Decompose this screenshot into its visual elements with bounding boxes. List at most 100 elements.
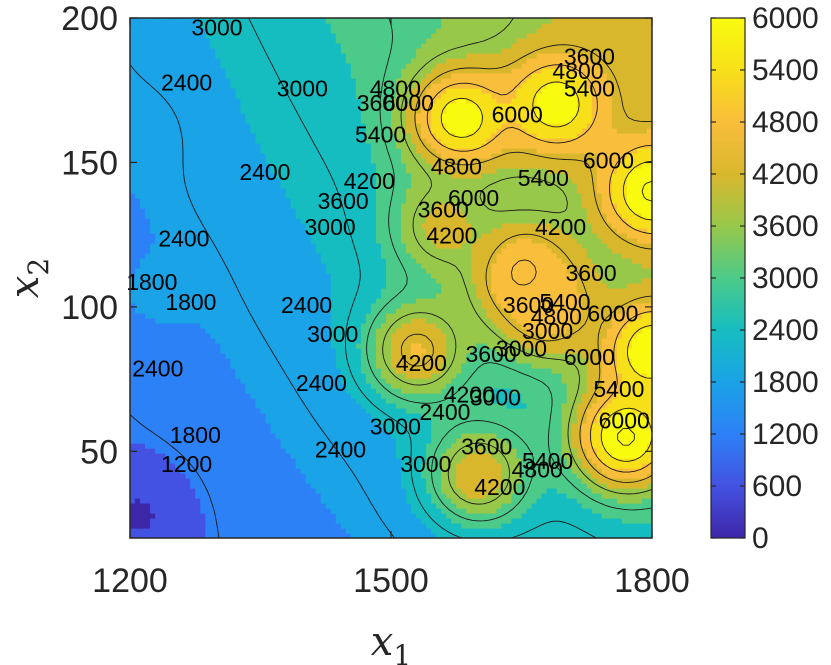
- contour-fill-cell: [365, 453, 372, 459]
- contour-fill-cell: [240, 113, 247, 119]
- contour-fill-cell: [215, 58, 221, 64]
- contour-fill-cell: [235, 498, 242, 504]
- contour-fill-cell: [340, 498, 347, 504]
- contour-fill-cell: [305, 373, 312, 379]
- contour-fill-cell: [165, 43, 171, 49]
- contour-fill-cell: [360, 343, 367, 349]
- contour-fill-cell: [310, 398, 317, 404]
- contour-fill-cell: [260, 383, 267, 389]
- contour-fill-cell: [135, 428, 141, 434]
- contour-fill-cell: [360, 388, 367, 394]
- contour-fill-cell: [230, 388, 236, 394]
- contour-fill-cell: [225, 178, 231, 184]
- contour-fill-cell: [180, 533, 186, 538]
- contour-fill-cell: [175, 298, 181, 304]
- contour-fill-cell: [275, 313, 282, 319]
- contour-fill-cell: [310, 43, 317, 49]
- contour-fill-cell: [195, 433, 201, 439]
- contour-fill-cell: [245, 498, 252, 504]
- contour-fill-cell: [220, 38, 226, 44]
- contour-fill-cell: [180, 433, 186, 439]
- contour-fill-cell: [245, 523, 252, 529]
- contour-fill-cell: [170, 453, 176, 459]
- contour-fill-cell: [325, 128, 332, 134]
- contour-fill-cell: [275, 463, 282, 469]
- contour-fill-cell: [155, 148, 161, 154]
- contour-fill-cell: [305, 288, 312, 294]
- contour-fill-cell: [245, 488, 252, 494]
- contour-fill-cell: [170, 273, 176, 279]
- contour-fill-cell: [285, 53, 292, 59]
- contour-fill-cell: [165, 353, 171, 359]
- contour-fill-cell: [155, 313, 161, 319]
- contour-fill-cell: [280, 138, 287, 144]
- contour-fill-cell: [285, 173, 292, 179]
- contour-fill-cell: [240, 88, 247, 94]
- contour-fill-cell: [335, 433, 342, 439]
- contour-fill-cell: [165, 343, 171, 349]
- contour-fill-cell: [295, 73, 302, 79]
- contour-fill-cell: [345, 508, 352, 514]
- contour-fill-cell: [275, 28, 282, 34]
- contour-fill-cell: [160, 278, 166, 284]
- contour-fill-cell: [330, 198, 337, 204]
- contour-fill-cell: [295, 303, 302, 309]
- contour-fill-cell: [155, 443, 161, 449]
- contour-fill-cell: [205, 508, 211, 514]
- contour-fill-cell: [175, 253, 181, 259]
- contour-fill-cell: [335, 418, 342, 424]
- contour-fill-cell: [155, 323, 161, 329]
- contour-fill-cell: [210, 293, 216, 299]
- contour-fill-cell: [350, 18, 357, 24]
- contour-fill-cell: [280, 493, 287, 499]
- contour-fill-cell: [205, 363, 211, 369]
- contour-fill-cell: [200, 298, 206, 304]
- contour-fill-cell: [315, 318, 322, 324]
- contour-fill-cell: [195, 218, 201, 224]
- contour-fill-cell: [360, 483, 367, 489]
- contour-fill-cell: [350, 213, 357, 219]
- contour-fill-cell: [275, 58, 282, 64]
- contour-fill-cell: [185, 58, 191, 64]
- contour-fill-cell: [230, 463, 236, 469]
- contour-fill-cell: [200, 403, 206, 409]
- contour-fill-cell: [270, 78, 277, 84]
- contour-fill-cell: [325, 158, 332, 164]
- contour-fill-cell: [350, 113, 357, 119]
- contour-fill-cell: [180, 198, 186, 204]
- contour-fill-cell: [130, 73, 136, 79]
- contour-fill-cell: [155, 318, 161, 324]
- contour-fill-cell: [340, 328, 347, 334]
- contour-fill-cell: [240, 103, 247, 109]
- contour-fill-cell: [335, 343, 342, 349]
- contour-fill-cell: [230, 408, 236, 414]
- contour-fill-cell: [345, 523, 352, 529]
- contour-fill-cell: [240, 358, 247, 364]
- contour-fill-cell: [350, 338, 357, 344]
- contour-fill-cell: [365, 353, 372, 359]
- contour-fill-cell: [150, 188, 156, 194]
- contour-fill-cell: [215, 313, 221, 319]
- contour-fill-cell: [315, 48, 322, 54]
- contour-fill-cell: [345, 353, 352, 359]
- contour-fill-cell: [250, 53, 257, 59]
- contour-fill-cell: [140, 198, 146, 204]
- contour-fill-cell: [275, 333, 282, 339]
- contour-fill-cell: [130, 468, 136, 474]
- contour-fill-cell: [335, 523, 342, 529]
- contour-fill-cell: [320, 63, 327, 69]
- contour-fill-cell: [150, 33, 156, 39]
- contour-fill-cell: [160, 303, 166, 309]
- contour-fill-cell: [265, 313, 272, 319]
- contour-fill-cell: [295, 118, 302, 124]
- contour-fill-cell: [275, 78, 282, 84]
- contour-fill-cell: [155, 238, 161, 244]
- contour-fill-cell: [250, 153, 257, 159]
- contour-fill-cell: [270, 333, 277, 339]
- contour-fill-cell: [340, 103, 347, 109]
- contour-fill-cell: [180, 298, 186, 304]
- contour-fill-cell: [160, 383, 166, 389]
- contour-fill-cell: [140, 233, 146, 239]
- contour-fill-cell: [315, 333, 322, 339]
- contour-fill-cell: [150, 488, 156, 494]
